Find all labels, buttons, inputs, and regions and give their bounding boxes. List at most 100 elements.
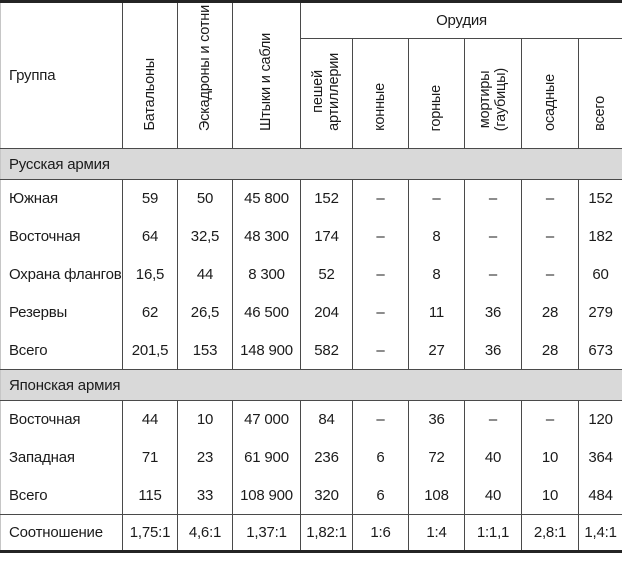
value-cell: – (521, 217, 579, 256)
table-row: Резервы 62 26,5 46 500 204–11 36 28 279 (1, 293, 622, 332)
value-cell: 320 (300, 476, 353, 515)
value-cell: 28 (521, 293, 579, 332)
row-label: Восточная (9, 411, 81, 429)
value-cell: 23 (177, 438, 233, 477)
header-row-top: Группа Батальоны Эскадроны и сотни Штыки… (1, 1, 622, 149)
value-cell: 174 (300, 217, 353, 256)
value-cell: 152 (577, 179, 622, 218)
value-cell: 115 (122, 476, 178, 515)
value-cell: 16,5 (122, 255, 178, 294)
ratio-value-cell: 2,8:1 (521, 514, 579, 552)
col-header-foot-artillery-label: пешей артиллерии (310, 53, 343, 131)
value-cell: 673 (577, 331, 622, 370)
value-cell: 8 (408, 217, 465, 256)
value-cell: 50 (177, 179, 233, 218)
value-cell: 44 (177, 255, 233, 294)
section-title: Японская армия (0, 369, 622, 401)
row-label: Всего (9, 341, 48, 359)
value-cell: – (352, 179, 409, 218)
ratio-value-cell: 1,4:1 (577, 514, 622, 552)
ratio-value-cell: 1:6 (352, 514, 409, 552)
ratio-value-cell: 4,6:1 (177, 514, 233, 552)
value-cell: 6 (352, 438, 409, 477)
table-row: Южная 59 50 45 800 152– – – –152 (1, 179, 622, 218)
value-cell: 108 900 (232, 476, 301, 515)
table-row: Восточная 64 32,5 48 300 174–8– –182 (1, 217, 622, 256)
col-header-squadrons-label: Эскадроны и сотни (196, 4, 213, 131)
col-header-mountain-label: горные (428, 84, 445, 131)
value-cell: 152 (300, 179, 353, 218)
col-header-bayonets: Штыки и сабли (232, 1, 301, 149)
ratio-value-cell: 1,82:1 (300, 514, 353, 552)
table-row: Всего 201,5 153 148 900 582–27 36 28 673 (1, 331, 622, 370)
value-cell: 52 (300, 255, 353, 294)
value-cell: – (464, 217, 522, 256)
value-cell: 26,5 (177, 293, 233, 332)
col-header-horse: конные (352, 38, 409, 149)
ratio-label: Соотношение (0, 514, 123, 552)
value-cell: 27 (408, 331, 465, 370)
col-header-foot-artillery: пешей артиллерии (300, 38, 353, 149)
value-cell: – (521, 179, 579, 218)
row-label: Резервы (9, 304, 68, 321)
value-cell: – (352, 255, 409, 294)
value-cell: 8 300 (232, 255, 301, 294)
value-cell: 64 (122, 217, 178, 256)
col-header-squadrons: Эскадроны и сотни (177, 1, 233, 149)
col-header-siege-label: осадные (541, 74, 558, 131)
col-header-group: Группа (9, 67, 56, 84)
value-cell: 484 (577, 476, 622, 515)
col-header-mountain: горные (408, 38, 465, 149)
col-header-guns-total: всего (577, 38, 622, 149)
value-cell: 44 (122, 400, 178, 439)
ratio-value-cell: 1,37:1 (232, 514, 301, 552)
value-cell: 40 (464, 476, 522, 515)
col-header-guns-group: Орудия (299, 1, 622, 39)
value-cell: 279 (577, 293, 622, 332)
row-label: Южная (9, 190, 58, 208)
value-cell: 120 (577, 400, 622, 439)
value-cell: 40 (464, 438, 522, 477)
value-cell: 59 (122, 179, 178, 218)
col-header-mortars-label: мортиры (гаубицы) (476, 67, 509, 131)
header-row-sub: пешей артиллерии конные горные мортиры (… (1, 38, 622, 149)
value-cell: 236 (300, 438, 353, 477)
value-cell: 201,5 (122, 331, 178, 370)
table-row: Охрана флангов 16,5 44 8 300 52–8– –60 (1, 255, 622, 294)
value-cell: – (352, 331, 409, 370)
row-label: Восточная (9, 228, 81, 245)
col-header-battalions: Батальоны (122, 1, 178, 149)
value-cell: – (352, 217, 409, 256)
value-cell: 47 000 (232, 400, 301, 439)
section-header-row: Японская армия (0, 369, 622, 401)
value-cell: 61 900 (232, 438, 301, 477)
value-cell: 28 (521, 331, 579, 370)
ratio-value-cell: 1:4 (408, 514, 465, 552)
ratio-row: Соотношение 1,75:1 4,6:1 1,37:1 1,82:1 1:6 1:4… (0, 514, 622, 552)
value-cell: 6 (352, 476, 409, 515)
col-header-battalions-label: Батальоны (141, 58, 158, 131)
table-header: Группа Батальоны Эскадроны и сотни Штыки… (1, 1, 622, 149)
value-cell: 72 (408, 438, 465, 477)
value-cell: 364 (577, 438, 622, 477)
value-cell: 153 (177, 331, 233, 370)
value-cell: – (408, 179, 465, 218)
value-cell: 62 (122, 293, 178, 332)
col-header-horse-label: конные (372, 83, 389, 131)
col-header-bayonets-label: Штыки и сабли (258, 33, 275, 131)
value-cell: 10 (521, 476, 579, 515)
ratio-value-cell: 1:1,1 (464, 514, 522, 552)
value-cell: – (464, 179, 522, 218)
value-cell: 48 300 (232, 217, 301, 256)
table-row: Всего 115 33 108 900 320 6 108 40 10 484 (1, 476, 622, 515)
value-cell: – (464, 255, 522, 294)
row-label: Западная (9, 449, 75, 466)
table-row: Восточная 44 10 47 000 84–36– –120 (1, 400, 622, 439)
value-cell: 33 (177, 476, 233, 515)
value-cell: 60 (577, 255, 622, 294)
value-cell: 46 500 (232, 293, 301, 332)
value-cell: 10 (177, 400, 233, 439)
col-header-siege: осадные (521, 38, 579, 149)
value-cell: – (521, 255, 579, 294)
